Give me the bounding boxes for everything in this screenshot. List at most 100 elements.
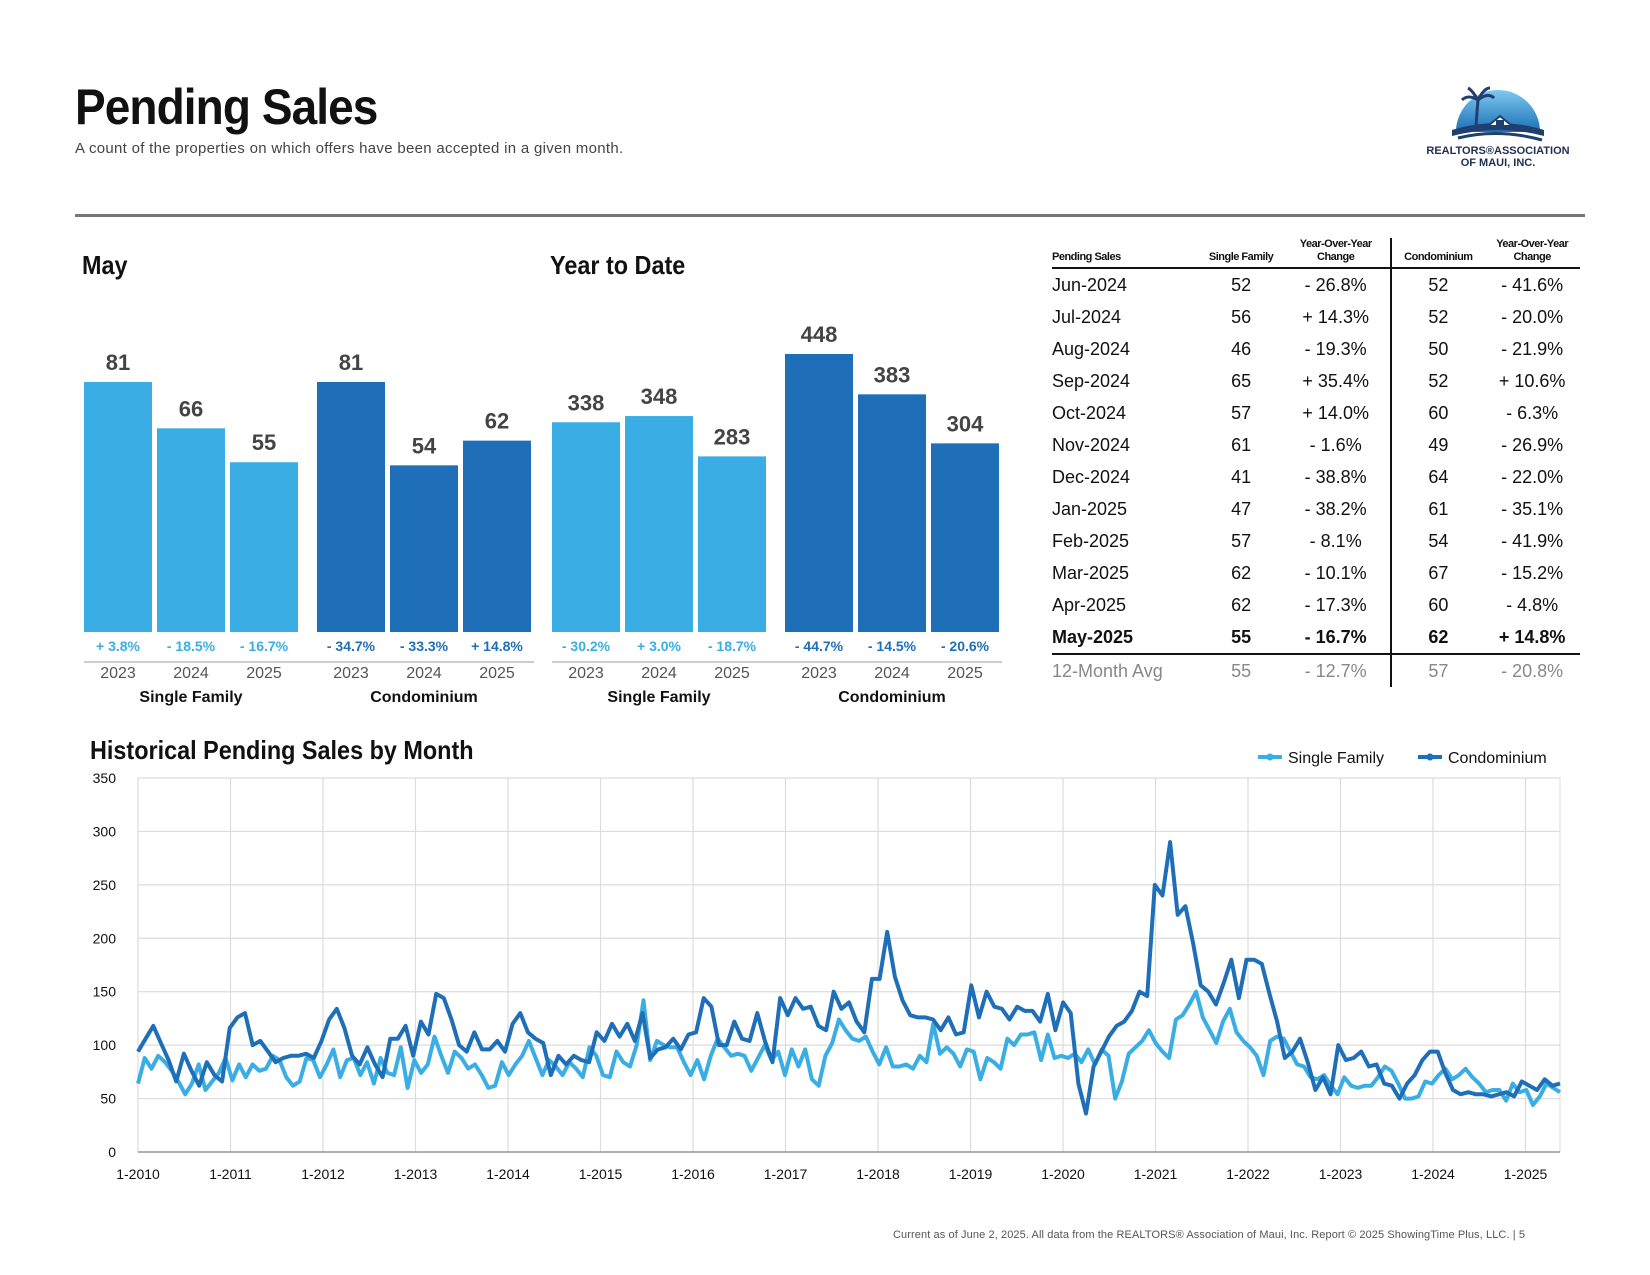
table-cell: 61 [1428,498,1449,519]
bar-change-label: + 14.8% [471,638,523,654]
bar-change-label: - 44.7% [795,638,844,654]
plot-frame [137,777,1561,1153]
bar-group-label: Single Family [139,689,242,706]
table-cell: 62 [1391,621,1485,655]
table-cell: 52 [1428,274,1449,295]
month-section-title: May [82,250,128,280]
x-tick-label: 1-2018 [856,1166,900,1180]
table-cell: - 38.8% [1280,461,1393,493]
table-cell: Mar-2025 [1052,562,1130,583]
y-tick-label: 250 [93,877,117,893]
header-condo-change: Year-Over-Year Change [1484,238,1580,269]
table-cell: - 41.6% [1501,274,1564,295]
table-cell: 46 [1231,338,1252,359]
page-subtitle: A count of the properties on which offer… [75,140,624,157]
y-tick-label: 350 [93,770,117,786]
bar-change-label: - 33.3% [400,638,449,654]
bar-value-label: 54 [412,433,437,458]
bar-0-1-1 [390,465,458,632]
x-tick-label: 1-2020 [1041,1166,1085,1180]
table-row: Oct-2024 57 + 14.0% 60 - 6.3% [1052,397,1580,429]
bar-category-label: 2025 [246,665,282,682]
bar-category-label: 2025 [714,665,750,682]
bar-change-label: - 14.5% [868,638,917,654]
bar-value-label: 55 [252,430,276,455]
bar-1-0-0 [552,422,620,632]
bar-value-label: 304 [947,411,984,436]
x-tick-label: 1-2013 [394,1166,438,1180]
x-tick-label: 1-2014 [486,1166,530,1180]
bar-group-label: Condominium [838,689,946,706]
table-cell: 47 [1231,498,1252,519]
legend-marker [1266,753,1274,761]
y-tick-label: 300 [93,823,117,839]
table-cell: + 14.0% [1280,397,1393,429]
table-cell: + 35.4% [1280,365,1393,397]
table-row: Sep-2024 65 + 35.4% 52 + 10.6% [1052,365,1580,397]
bar-category-label: 2024 [874,665,910,682]
table-cell: + 10.6% [1498,370,1566,391]
y-tick-label: 100 [93,1037,117,1053]
x-tick-label: 1-2021 [1134,1166,1178,1180]
table-cell: Oct-2024 [1052,402,1127,423]
y-tick-label: 0 [108,1144,116,1160]
logo-line1: REALTORS®ASSOCIATION [1426,145,1569,157]
x-tick-label: 1-2015 [579,1166,623,1180]
table-cell: - 35.1% [1501,498,1564,519]
logo-line2: OF MAUI, INC. [1461,157,1536,169]
table-cell: - 19.3% [1280,333,1393,365]
bar-category-label: 2024 [641,665,677,682]
table-cell: - 41.9% [1501,530,1564,551]
table-row: Apr-2025 62 - 17.3% 60 - 4.8% [1052,589,1580,621]
table-cell: 54 [1428,530,1449,551]
bar-1-0-1 [625,416,693,632]
table-row: Nov-2024 61 - 1.6% 49 - 26.9% [1052,429,1580,461]
table-cell: Jul-2024 [1052,306,1122,327]
header-sf-change: Year-Over-Year Change [1280,238,1393,269]
table-cell: - 26.9% [1501,434,1564,455]
table-cell: - 21.9% [1501,338,1564,359]
bar-group-label: Single Family [607,689,710,706]
table-cell: 55 [1201,621,1281,655]
table-row: Mar-2025 62 - 10.1% 67 - 15.2% [1052,557,1580,589]
table-cell: 56 [1231,306,1252,327]
table-cell: + 14.8% [1484,621,1580,655]
x-tick-label: 1-2025 [1504,1166,1548,1180]
logo: REALTORS®ASSOCIATION OF MAUI, INC. [1418,70,1578,170]
table-cell: 57 [1231,530,1252,551]
bar-change-label: - 34.7% [327,638,376,654]
x-tick-label: 1-2011 [209,1166,252,1180]
x-tick-label: 1-2012 [301,1166,345,1180]
table-cell: 41 [1231,466,1252,487]
bar-value-label: 338 [568,390,605,415]
palm-house-logo-icon: REALTORS®ASSOCIATION OF MAUI, INC. [1426,86,1570,169]
x-tick-label: 1-2024 [1411,1166,1455,1180]
bar-change-label: + 3.0% [637,638,682,654]
bar-0-0-1 [157,428,225,632]
bar-category-label: 2023 [568,665,604,682]
table-cell: - 20.0% [1501,306,1564,327]
bar-group-label: Condominium [370,689,478,706]
x-tick-label: 1-2017 [764,1166,808,1180]
table-cell: Sep-2024 [1052,370,1131,391]
x-tick-label: 1-2016 [671,1166,715,1180]
bar-0-0-2 [230,462,298,632]
table-cell: + 14.3% [1280,301,1393,333]
bar-1-1-1 [858,394,926,632]
table-cell: - 16.7% [1280,621,1393,655]
bar-value-label: 62 [485,409,509,434]
table-cell: 50 [1428,338,1449,359]
legend-label: Single Family [1288,750,1384,767]
table-cell: 52 [1231,274,1252,295]
bar-change-label: - 20.6% [941,638,990,654]
header-period: Pending Sales [1052,238,1202,269]
legend-label: Condominium [1448,750,1547,767]
bar-change-label: - 30.2% [562,638,611,654]
table-cell: 12-Month Avg [1052,660,1163,681]
table-cell: 67 [1428,562,1449,583]
table-cell: 62 [1231,594,1252,615]
table-cell: - 15.2% [1501,562,1564,583]
bar-category-label: 2025 [479,665,515,682]
x-tick-label: 1-2019 [949,1166,993,1180]
